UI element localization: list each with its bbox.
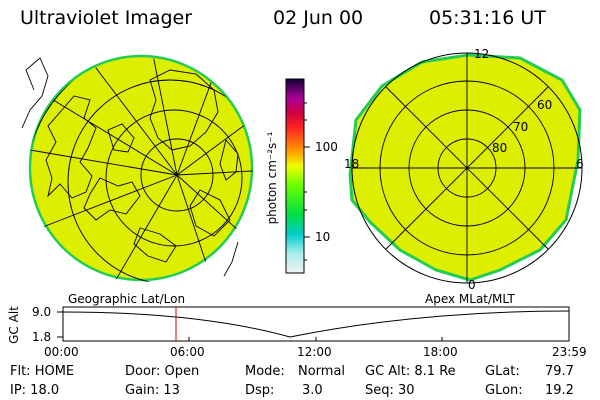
glat-value: 79.7: [545, 364, 574, 379]
colorbar-tick-10: 10: [315, 230, 331, 244]
colorbar: [285, 78, 305, 274]
altitude-axis-title: GC Alt: [7, 306, 21, 344]
time-tick-0600: 06:00: [170, 345, 205, 359]
glat-label: GLat:: [485, 364, 520, 379]
mlt-label-6: 6: [576, 157, 584, 171]
colorbar-tick-100: 100: [315, 140, 338, 154]
altitude-tick-9: 9.0: [32, 305, 52, 319]
lat-circle: [140, 138, 214, 212]
time-tick-1200: 12:00: [297, 345, 332, 359]
gc-alt-status: GC Alt: 8.1 Re: [365, 364, 456, 379]
dsp-label: Dsp:: [245, 383, 275, 398]
glon-value: 19.2: [545, 383, 574, 398]
flight-status: Flt: HOME: [10, 364, 75, 379]
left-panel-caption: Geographic Lat/Lon: [68, 292, 186, 306]
instrument-title: Ultraviolet Imager: [20, 7, 193, 29]
time-tick-1800: 18:00: [423, 345, 458, 359]
seq-status: Seq: 30: [365, 383, 415, 398]
coastline: [45, 95, 97, 199]
glon-label: GLon:: [485, 383, 523, 398]
mode-value: Normal: [298, 364, 346, 379]
mlat-label-80: 80: [492, 141, 508, 155]
mlat-mlt-polar-plot: [348, 52, 583, 284]
time-tick-2359: 23:59: [552, 345, 587, 359]
mlt-label-0: 0: [468, 278, 476, 292]
altitude-curve: [62, 310, 570, 338]
mlt-label-12: 12: [474, 47, 490, 61]
time-tick-0000: 00:00: [44, 345, 79, 359]
colorbar-unit-label: photon cm⁻²s⁻¹: [265, 131, 279, 225]
geographic-globe: [21, 54, 254, 282]
mlat-label-60: 60: [537, 98, 553, 112]
door-status: Door: Open: [125, 364, 200, 379]
gain-status: Gain: 13: [125, 383, 180, 398]
right-panel-caption: Apex MLat/MLT: [425, 292, 515, 306]
altitude-tick-1-8: 1.8: [32, 330, 52, 344]
dsp-value: 3.0: [302, 383, 323, 398]
mlt-label-18: 18: [344, 157, 360, 171]
ip-status: IP: 18.0: [10, 383, 60, 398]
mode-label: Mode:: [245, 364, 285, 379]
altitude-plot: [57, 306, 570, 342]
date-label: 02 Jun 00: [273, 7, 364, 29]
time-label: 05:31:16 UT: [429, 7, 546, 29]
mlat-label-70: 70: [513, 120, 529, 134]
